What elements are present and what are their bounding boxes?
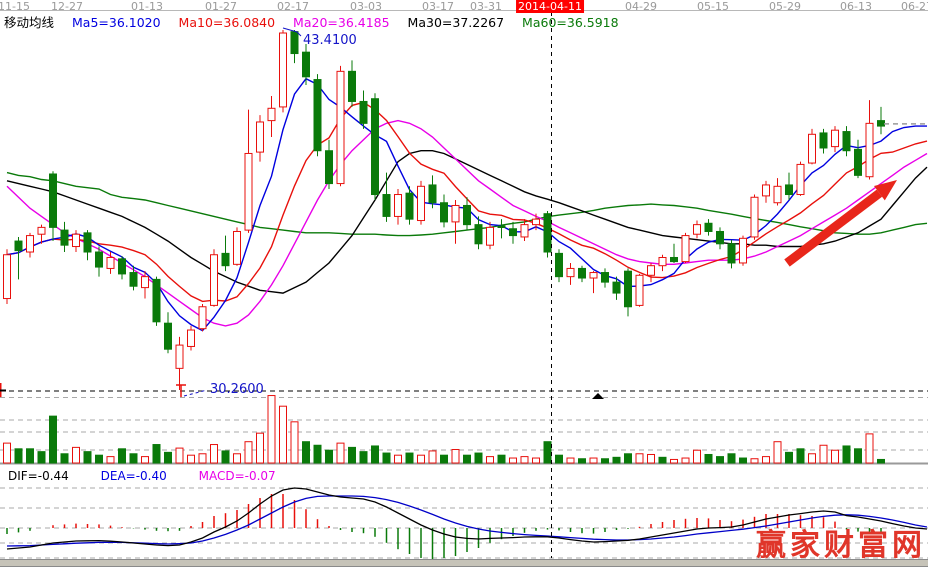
selected-date-label: 2014-04-11 — [516, 0, 584, 13]
dea-value-label: DEA=-0.40 — [100, 469, 167, 483]
date-label: 04-29 — [625, 0, 657, 13]
high-price-annotation: 43.4100 — [303, 33, 357, 48]
date-label: 01-27 — [205, 0, 237, 13]
date-label: 01-13 — [131, 0, 163, 13]
ma20-value-label: Ma20=36.4185 — [293, 15, 390, 30]
date-label: 06-27 — [901, 0, 928, 13]
date-label: 03-17 — [422, 0, 454, 13]
ma60-value-label: Ma60=36.5918 — [522, 15, 619, 30]
date-label: 03-03 — [350, 0, 382, 13]
date-label: 05-15 — [697, 0, 729, 13]
low-price-annotation: 30.2600 — [210, 382, 264, 397]
trend-arrow — [784, 180, 897, 267]
dif-line — [6, 487, 928, 550]
date-label: 02-17 — [277, 0, 309, 13]
candlestick-series — [3, 30, 885, 390]
date-label: 03-31 — [470, 0, 502, 13]
low-marker — [0, 383, 208, 397]
volume-marker — [592, 393, 604, 399]
macd-value-label: MACD=-0.07 — [198, 469, 276, 483]
site-watermark: 赢家财富网 — [756, 528, 926, 563]
ma30-value-label: Ma30=37.2267 — [407, 15, 505, 30]
ma10-value-label: Ma10=36.0840 — [178, 15, 276, 30]
macd-histogram — [6, 494, 882, 560]
dif-value-label: DIF=-0.44 — [8, 469, 69, 483]
date-label: 11-15 — [0, 0, 30, 13]
macd-indicator-header: DIF=-0.44 DEA=-0.40 MACD=-0.07 — [8, 469, 304, 483]
date-label: 12-27 — [51, 0, 83, 13]
high-marker — [282, 27, 302, 37]
ma30-line — [6, 149, 928, 294]
volume-marker-triangle — [592, 393, 604, 399]
ma-indicator-header: 移动均线 Ma5=36.1020 Ma10=36.0840 Ma20=36.41… — [4, 12, 633, 31]
ma5-value-label: Ma5=36.1020 — [72, 15, 161, 30]
volume-series — [3, 395, 885, 464]
date-label: 06-13 — [840, 0, 872, 13]
date-label: 05-29 — [769, 0, 801, 13]
indicator-title: 移动均线 — [4, 15, 55, 30]
dea-line — [6, 495, 928, 547]
